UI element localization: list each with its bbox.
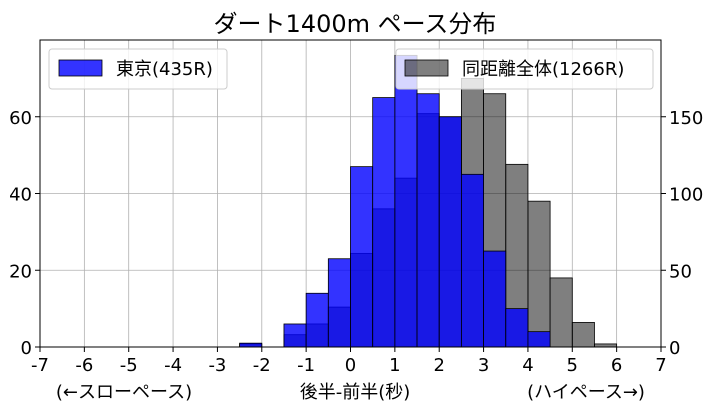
tokyo-bar-6 [394, 54, 418, 348]
legend-right-label: 同距離全体(1266R) [462, 59, 624, 80]
overall-bar-13 [549, 277, 573, 348]
tokyo-bar-4 [350, 166, 374, 348]
legend-left: 東京(435R) [48, 48, 228, 90]
x-tick-label-5: -2 [253, 355, 271, 376]
left-y-tick-label-3: 60 [9, 108, 32, 129]
x-tick-label-11: 4 [522, 355, 533, 376]
x-axis-label-left: (←スローペース) [56, 382, 192, 403]
tokyo-bar-1 [283, 323, 307, 348]
legend-left-label: 東京(435R) [116, 59, 213, 80]
right-y-tick-label-1: 50 [669, 261, 692, 282]
x-tick-label-13: 6 [611, 355, 622, 376]
x-tick-label-14: 7 [655, 355, 666, 376]
right-y-axis-ticks: 0 50 100 150 [661, 108, 703, 359]
tokyo-bar-3 [327, 258, 351, 348]
right-y-tick-label-0: 0 [669, 338, 680, 359]
left-y-tick-label-2: 40 [9, 185, 32, 206]
x-tick-label-4: -3 [208, 355, 226, 376]
left-y-axis-ticks: 0 20 40 60 [9, 108, 40, 359]
x-tick-label-10: 3 [478, 355, 489, 376]
tokyo-bar-5 [372, 97, 396, 348]
legend-left-swatch [58, 59, 103, 77]
left-y-tick-label-0: 0 [21, 338, 32, 359]
x-axis-ticks: -7 -6 -5 -4 -3 -2 -1 0 1 2 3 4 5 6 7 [31, 347, 667, 376]
left-y-tick-label-1: 20 [9, 261, 32, 282]
x-tick-label-8: 1 [389, 355, 400, 376]
legend-left-frame [48, 48, 228, 90]
x-axis-label: 後半-前半(秒) [300, 382, 411, 403]
tokyo-bar-2 [305, 292, 329, 348]
tokyo-bar-8 [438, 116, 462, 348]
tokyo-bar-0 [239, 342, 263, 348]
overall-bar-12 [527, 200, 551, 348]
x-tick-label-6: -1 [297, 355, 315, 376]
x-tick-label-2: -5 [120, 355, 138, 376]
x-tick-label-0: -7 [31, 355, 49, 376]
tokyo-bar-10 [483, 250, 507, 348]
x-tick-label-7: 0 [345, 355, 356, 376]
right-y-tick-label-2: 100 [669, 185, 703, 206]
x-tick-label-3: -4 [164, 355, 182, 376]
legend-right-swatch [404, 59, 449, 77]
tokyo-bar-7 [416, 93, 440, 348]
tokyo-bar-12 [527, 331, 551, 348]
right-y-tick-label-3: 150 [669, 108, 703, 129]
x-tick-label-12: 5 [567, 355, 578, 376]
x-tick-label-1: -6 [75, 355, 93, 376]
tokyo-bar-9 [460, 173, 484, 348]
x-axis-label-right: (ハイペース→) [527, 382, 645, 403]
x-tick-label-9: 2 [433, 355, 444, 376]
legend-right: 同距離全体(1266R) [395, 48, 654, 90]
legend-right-frame [395, 48, 654, 90]
chart-title: ダート1400m ペース分布 [214, 10, 497, 38]
overall-bar-14 [571, 322, 595, 348]
tokyo-bar-11 [505, 308, 529, 348]
